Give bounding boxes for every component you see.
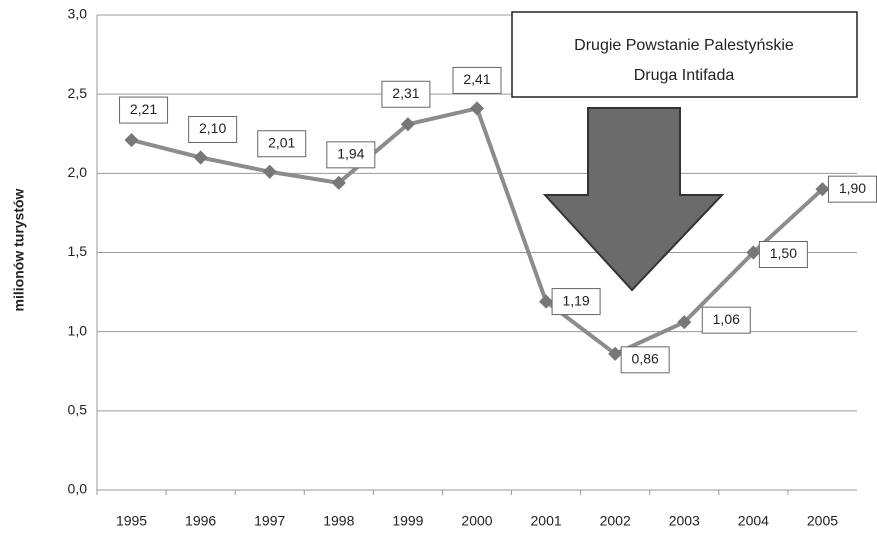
marker bbox=[815, 182, 830, 197]
data-label: 0,86 bbox=[632, 351, 659, 367]
x-tick-label: 2002 bbox=[600, 513, 631, 529]
data-label: 1,50 bbox=[770, 245, 797, 261]
x-tick-label: 1996 bbox=[185, 513, 216, 529]
data-label-box bbox=[188, 116, 238, 143]
data-label: 1,19 bbox=[562, 292, 589, 308]
marker bbox=[677, 315, 692, 330]
y-tick-label: 0,5 bbox=[68, 402, 88, 418]
marker bbox=[262, 164, 277, 179]
y-tick-label: 1,0 bbox=[68, 322, 88, 338]
annotation-line: Drugie Powstanie Palestyńskie bbox=[574, 37, 794, 54]
y-tick-label: 0,0 bbox=[68, 481, 88, 497]
x-tick-label: 2001 bbox=[531, 513, 562, 529]
x-tick-label: 1998 bbox=[323, 513, 354, 529]
arrow bbox=[542, 107, 725, 292]
data-label: 1,94 bbox=[337, 146, 364, 162]
data-label-box bbox=[326, 141, 376, 169]
marker bbox=[400, 117, 415, 132]
data-label: 2,31 bbox=[392, 85, 419, 101]
data-label-box bbox=[452, 66, 502, 94]
data-label: 1,06 bbox=[713, 311, 740, 327]
annotation-line: Druga Intifada bbox=[634, 67, 735, 84]
data-label-box bbox=[257, 130, 307, 158]
data-label-box bbox=[620, 346, 670, 374]
data-label: 1,90 bbox=[839, 180, 866, 196]
x-tick-label: 1997 bbox=[254, 513, 285, 529]
data-label: 2,41 bbox=[463, 71, 490, 87]
data-label-box bbox=[119, 96, 169, 124]
y-tick-label: 2,5 bbox=[68, 85, 88, 101]
y-axis-label: milionów turystów bbox=[11, 188, 27, 311]
marker bbox=[539, 294, 554, 309]
annotation-box bbox=[511, 11, 858, 98]
data-label: 2,21 bbox=[130, 101, 157, 117]
marker bbox=[331, 175, 346, 190]
data-label-box bbox=[381, 80, 431, 108]
data-label-box bbox=[551, 288, 601, 316]
data-label-box bbox=[827, 175, 877, 203]
marker bbox=[193, 150, 208, 165]
marker bbox=[746, 245, 761, 260]
data-label-box bbox=[701, 306, 751, 334]
data-label-box bbox=[758, 241, 808, 268]
plot: 0,0 0,5 1,0 1,5 2,0 2,5 3,0 1995 1996 1997 1998 199… bbox=[68, 6, 877, 529]
marker bbox=[608, 346, 623, 361]
x-tick-label: 2003 bbox=[669, 513, 700, 529]
x-tick-label: 2000 bbox=[461, 513, 492, 529]
x-tick-label: 2004 bbox=[738, 513, 769, 529]
y-tick-label: 2,0 bbox=[68, 164, 88, 180]
x-tick-label: 2005 bbox=[807, 513, 838, 529]
y-tick-label: 3,0 bbox=[68, 6, 88, 22]
x-tick-label: 1995 bbox=[116, 513, 147, 529]
x-tick-label: 1999 bbox=[392, 513, 423, 529]
y-tick-label: 1,5 bbox=[68, 243, 88, 259]
data-label: 2,01 bbox=[268, 134, 295, 150]
data-label: 2,10 bbox=[199, 120, 226, 136]
marker bbox=[469, 101, 485, 116]
